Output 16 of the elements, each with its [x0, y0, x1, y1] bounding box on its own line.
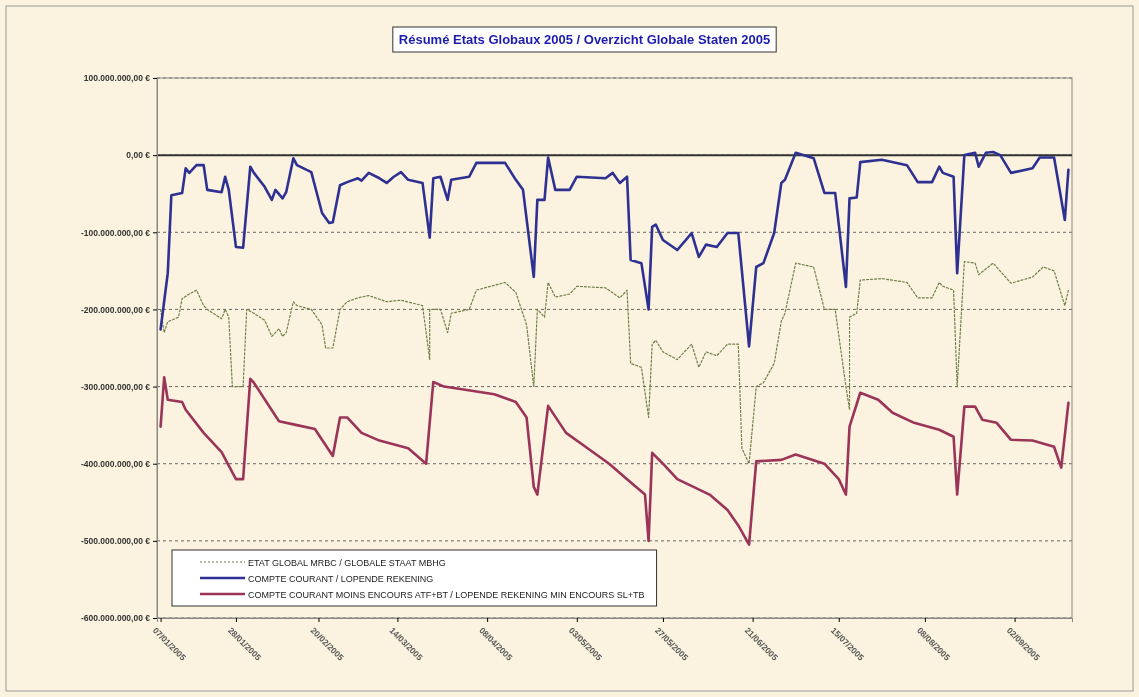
line-series	[159, 261, 1070, 465]
y-tick-label: -300.000.000,00 €	[80, 381, 151, 392]
y-tick-label: -600.000.000,00 €	[80, 613, 151, 624]
y-tick-label: -100.000.000,00 €	[80, 227, 151, 238]
legend-label: ETAT GLOBAL MRBC / GLOBALE STAAT MBHG	[248, 557, 446, 568]
y-tick-label: 100.000.000,00 €	[83, 73, 151, 84]
title-box: Résumé Etats Globaux 2005 / Overzicht Globale Staten 2005	[392, 26, 777, 53]
y-tick-label: -200.000.000,00 €	[80, 304, 151, 315]
legend-label: COMPTE COURANT MOINS ENCOURS ATF+BT / LOPENDE REKENING MIN ENCOURS SL+TB	[248, 589, 645, 600]
y-tick-label: 0,00 €	[126, 150, 151, 161]
y-tick-label: -500.000.000,00 €	[80, 536, 151, 547]
line-series	[159, 376, 1070, 547]
chart-title: Résumé Etats Globaux 2005 / Overzicht Globale Staten 2005	[398, 32, 771, 47]
legend-label: COMPTE COURANT / LOPENDE REKENING	[248, 573, 434, 584]
y-tick-label: -400.000.000,00 €	[80, 458, 151, 469]
line-series	[159, 150, 1070, 348]
